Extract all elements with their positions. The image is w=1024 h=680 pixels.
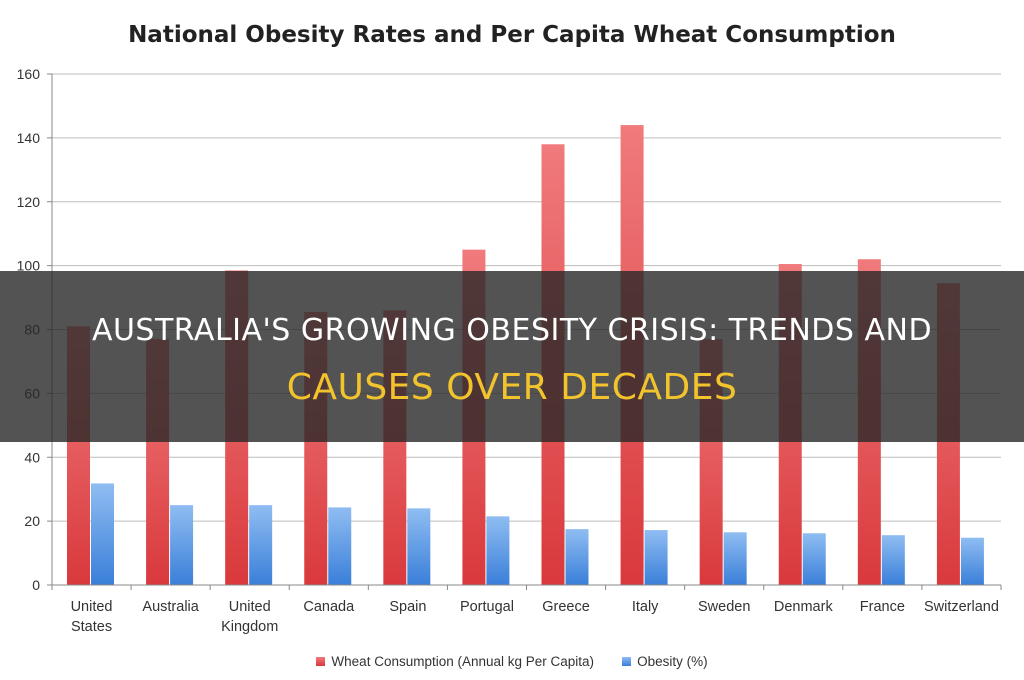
x-tick-label: Greece <box>542 599 590 615</box>
x-tick-label-line: Portugal <box>460 599 514 615</box>
x-tick-label: France <box>860 599 905 615</box>
x-tick-label-line: Switzerland <box>924 599 999 615</box>
bar-obesity <box>91 483 114 585</box>
x-tick-label: Switzerland <box>924 599 999 615</box>
bar-obesity <box>565 529 589 585</box>
bar-obesity <box>407 508 431 585</box>
y-tick-label: 20 <box>24 513 40 529</box>
x-tick-label: Italy <box>632 599 659 615</box>
y-tick-label: 140 <box>17 130 41 146</box>
legend-swatch-obesity <box>622 657 632 666</box>
y-tick-label: 100 <box>17 258 41 274</box>
x-tick-label-line: Italy <box>632 599 659 615</box>
bar-obesity <box>486 516 510 585</box>
x-tick-label-line: States <box>71 619 112 635</box>
bar-obesity <box>644 530 668 585</box>
bar-obesity <box>960 537 984 585</box>
x-tick-label-line: Australia <box>142 599 199 615</box>
x-tick-label: Portugal <box>460 599 514 615</box>
chart-title: National Obesity Rates and Per Capita Wh… <box>128 22 896 48</box>
x-tick-label: United Kingdom <box>221 599 278 635</box>
y-tick-label: 40 <box>24 449 40 465</box>
x-tick-label-line: Spain <box>389 599 426 615</box>
x-tick-label-line: France <box>860 599 905 615</box>
y-tick-label: 0 <box>32 577 40 593</box>
x-tick-label-line: United <box>229 599 271 615</box>
x-tick-label-line: Kingdom <box>221 619 278 635</box>
bar-obesity <box>802 533 826 585</box>
title-banner: AUSTRALIA'S GROWING OBESITY CRISIS: TREN… <box>0 271 1024 442</box>
x-tick-label-line: Sweden <box>698 599 750 615</box>
legend-label-wheat: Wheat Consumption (Annual kg Per Capita) <box>331 654 595 669</box>
bar-obesity <box>170 505 194 585</box>
y-tick-label: 160 <box>17 66 41 82</box>
x-tick-label-line: Greece <box>542 599 590 615</box>
banner-headline: AUSTRALIA'S GROWING OBESITY CRISIS: TREN… <box>91 313 933 348</box>
bar-obesity <box>723 532 747 585</box>
legend-item-obesity: Obesity (%) <box>622 654 708 669</box>
legend-swatch-wheat <box>316 657 326 666</box>
x-tick-label: Canada <box>303 599 355 615</box>
x-tick-label: Denmark <box>774 599 834 615</box>
bar-obesity <box>881 535 905 585</box>
x-tick-label: Sweden <box>698 599 750 615</box>
x-tick-label-line: Denmark <box>774 599 834 615</box>
x-tick-label-line: Canada <box>303 599 355 615</box>
x-tick-label: Spain <box>389 599 426 615</box>
legend-label-obesity: Obesity (%) <box>637 654 708 669</box>
bar-obesity <box>249 505 273 585</box>
y-tick-label: 120 <box>17 194 41 210</box>
banner-subheadline: CAUSES OVER DECADES <box>286 367 738 408</box>
legend-item-wheat: Wheat Consumption (Annual kg Per Capita) <box>316 654 594 669</box>
x-tick-label: Australia <box>142 599 199 615</box>
legend: Wheat Consumption (Annual kg Per Capita)… <box>0 654 1024 669</box>
bar-obesity <box>328 507 352 585</box>
x-tick-label: United States <box>71 599 113 635</box>
x-tick-label-line: United <box>71 599 113 615</box>
